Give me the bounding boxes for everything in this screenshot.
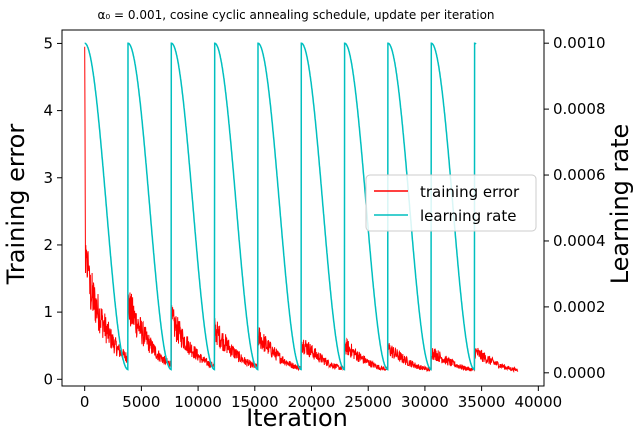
- x-tick-label: 35000: [458, 393, 506, 411]
- x-tick-label: 5000: [122, 393, 160, 411]
- right-y-axis-ticks: 0.0000 0.0002 0.0004 0.0006 0.0008 0.0010: [544, 34, 606, 382]
- left-y-tick-label: 4: [43, 102, 53, 120]
- plot-frame: [61, 29, 545, 387]
- legend-box: [365, 174, 537, 232]
- left-y-tick-label: 0: [43, 370, 53, 388]
- legend-label-learning-rate: learning rate: [420, 207, 516, 225]
- x-tick-label: 15000: [231, 393, 279, 411]
- chart-title: α₀ = 0.001, cosine cyclic annealing sche…: [97, 8, 494, 22]
- right-y-tick-label: 0.0006: [553, 166, 606, 184]
- left-y-tick-label: 3: [43, 169, 53, 187]
- x-axis-label: Iteration: [246, 404, 348, 432]
- right-y-tick-label: 0.0002: [553, 298, 606, 316]
- left-y-tick-label: 1: [43, 303, 53, 321]
- legend-label-training-error: training error: [420, 183, 520, 201]
- right-y-axis-label: Learning rate: [606, 124, 634, 285]
- legend: training error learning rate: [365, 174, 537, 232]
- x-tick-label: 40000: [514, 393, 562, 411]
- x-tick-label: 30000: [401, 393, 449, 411]
- left-y-axis-ticks: 0 1 2 3 4 5: [43, 34, 62, 388]
- right-y-tick-label: 0.0010: [553, 34, 606, 52]
- x-axis-ticks: 0 5000 10000 15000 20000 25000 30000 35000 40000: [80, 386, 562, 411]
- x-tick-label: 20000: [288, 393, 336, 411]
- right-y-tick-label: 0.0004: [553, 232, 606, 250]
- x-tick-label: 25000: [344, 393, 392, 411]
- x-tick-label: 10000: [174, 393, 222, 411]
- left-y-tick-label: 5: [43, 34, 53, 52]
- right-y-tick-label: 0.0000: [553, 364, 606, 382]
- left-y-axis-label: Training error: [2, 124, 30, 286]
- left-y-tick-label: 2: [43, 236, 53, 254]
- right-y-tick-label: 0.0008: [553, 100, 606, 118]
- x-tick-label: 0: [80, 393, 90, 411]
